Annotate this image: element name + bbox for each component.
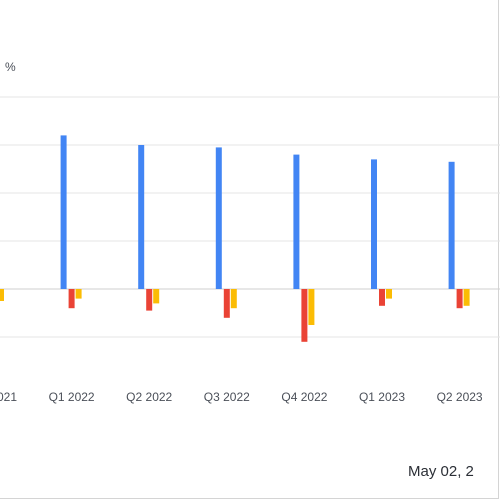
bar [456,289,463,309]
bars [0,135,470,342]
bar [371,159,377,289]
bar [386,289,392,299]
bar [308,289,315,325]
bar [223,289,230,318]
x-tick-labels: Q4 2021 Q1 2022 Q2 2022 Q3 2022 Q4 2022 Q1 20… [0,390,483,404]
x-tick-label: Q1 2023 [359,390,405,404]
bar [463,289,470,306]
bar [68,289,75,309]
bar [138,145,145,289]
bar [60,135,67,289]
bar [293,154,300,289]
bar [215,147,222,289]
unit-label: % [5,60,16,74]
bar [448,161,455,289]
x-tick-label: Q4 2021 [0,390,17,404]
bar [379,289,385,306]
bar [153,289,160,304]
bar [0,289,4,301]
x-tick-label: Q3 2022 [204,390,250,404]
bar [301,289,308,342]
x-tick-label: Q2 2022 [126,390,172,404]
x-tick-label: Q1 2022 [49,390,95,404]
x-tick-label: Q4 2022 [281,390,327,404]
bar [230,289,237,309]
bar [146,289,153,311]
bar [75,289,82,299]
footer-date: May 02, 2 [408,463,474,480]
gridlines [0,96,500,338]
x-tick-label: Q2 2023 [437,390,483,404]
